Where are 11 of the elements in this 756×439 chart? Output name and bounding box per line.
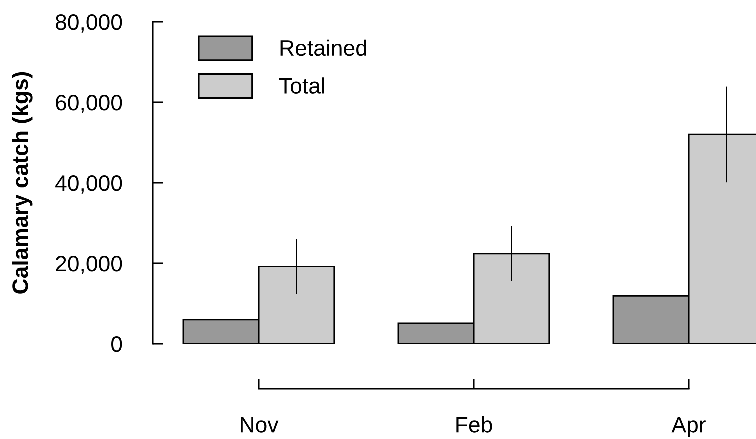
x-tick-label: Nov bbox=[241, 417, 279, 433]
y-tick-label: 0 bbox=[112, 336, 122, 352]
y-tick-label: 80,000 bbox=[56, 14, 122, 33]
y-tick-label: 60,000 bbox=[56, 95, 122, 114]
legend-label: Retained bbox=[280, 40, 367, 56]
y-tick-label: 20,000 bbox=[56, 256, 122, 274]
legend-label: Total bbox=[280, 78, 324, 94]
x-tick-label: Apr bbox=[672, 417, 706, 438]
x-tick-label: Feb bbox=[456, 416, 492, 433]
y-axis-title: Calamary catch (kgs) bbox=[12, 72, 33, 294]
y-tick-label: 40,000 bbox=[56, 176, 122, 194]
